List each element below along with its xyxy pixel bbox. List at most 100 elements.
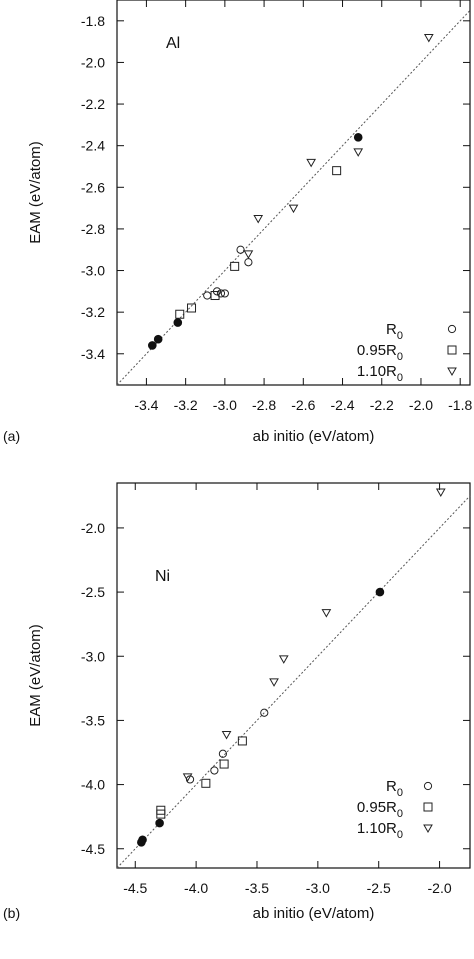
legend-name: 1.10R [357,363,397,380]
legend-name: R [386,778,397,795]
y-tick-label: -4.5 [81,841,105,857]
data-point-filled-circle [375,587,385,597]
data-point-triangle-down [253,215,264,224]
y-tick-label: -2.6 [81,179,105,195]
legend-subscript: 0 [397,351,403,363]
x-tick-label: -3.0 [213,397,237,413]
legend-subscript: 0 [397,808,403,820]
data-point-triangle-down [288,204,299,214]
y-tick-label: -3.4 [81,346,105,362]
data-point-triangle-down [306,158,317,168]
plot-frame [116,482,471,869]
x-tick-label: -4.0 [184,880,208,896]
data-point-circle [244,258,253,267]
data-point-square [201,778,211,788]
data-point-square [237,736,247,746]
reference-line [116,495,471,869]
x-tick-label: -3.0 [306,880,330,896]
panel-a-plot: -3.4 -3.2 -3.0 -2.8 -2.6 -2.4 -2.2 -2.0 -1.8 -3.4… [3,0,472,445]
legend-symbol-square [423,802,433,812]
data-point-circle [260,708,269,717]
data-point-square [156,809,166,819]
reference-line [116,10,471,386]
legend-symbol-circle [447,324,457,334]
data-point-square [187,303,197,313]
legend-name: 0.95R [357,342,397,359]
y-tick-label: -2.5 [81,584,105,600]
legend-symbol-triangle-down [423,824,433,834]
legend-entry: R0 [386,778,403,799]
y-tick-label: -2.0 [81,54,105,70]
legend-entry: 1.10R0 [357,820,403,841]
data-point-filled-circle [173,318,183,327]
x-tick-label: -2.5 [367,880,391,896]
data-point-filled-circle [155,818,164,828]
x-tick-label: -3.4 [134,397,158,413]
data-point-triangle-down [321,609,332,618]
plot-frame [116,0,471,386]
y-axis-label: EAM (eV/atom) [27,141,44,244]
x-tick-label: -1.8 [448,397,472,413]
data-point-square [332,166,342,176]
element-label: Ni [155,568,170,585]
data-point-circle [210,766,219,775]
legend-name: 1.10R [357,820,397,837]
legend-symbol-triangle-down [447,367,457,377]
y-axis-label: EAM (eV/atom) [27,624,44,727]
data-point-circle [218,749,227,758]
data-point-triangle-down [278,655,289,664]
x-tick-label: -2.0 [409,397,433,413]
y-tick-label: -3.2 [81,304,105,320]
data-point-square [210,291,220,301]
panel-b-plot: -4.5 -4.0 -3.5 -3.0 -2.5 -2.0 -4.5 -4.0 -3.5 -3.0… [3,482,471,922]
panel-label: (a) [3,428,20,444]
legend-subscript: 0 [397,330,403,342]
data-point-filled-circle [148,341,157,350]
y-tick-label: -3.5 [81,712,105,728]
x-tick-label: -2.8 [252,397,276,413]
legend-entry: 0.95R0 [357,799,403,820]
y-tick-label: -2.4 [81,138,105,154]
y-tick-label: -3.0 [81,263,105,279]
data-point-triangle-down [353,148,364,157]
x-tick-label: -4.5 [123,880,147,896]
data-point-filled-circle [353,133,363,142]
x-tick-label: -2.6 [291,397,315,413]
legend-entry: 1.10R0 [357,363,403,384]
data-point-filled-circle [153,334,163,344]
data-point-circle [216,289,226,298]
y-tick-label: -1.8 [81,13,105,29]
data-point-circle [236,245,245,254]
element-label: Al [166,35,180,52]
data-point-circle [220,289,229,298]
x-tick-label: -2.4 [330,397,354,413]
x-tick-label: -3.2 [174,397,198,413]
legend-name: R [386,321,397,338]
y-tick-label: -2.8 [81,221,105,237]
data-point-circle [203,291,212,300]
data-point-triangle-down [221,731,232,740]
legend-subscript: 0 [397,787,403,799]
data-point-triangle-down [435,488,446,497]
legend-entry: R0 [386,321,403,342]
legend-symbol-circle [423,781,433,791]
y-tick-label: -2.0 [81,520,105,536]
y-tick-label: -2.2 [81,96,105,112]
legend-entry: 0.95R0 [357,342,403,363]
x-tick-label: -3.5 [245,880,269,896]
data-point-filled-circle [137,838,146,847]
x-axis-label: ab initio (eV/atom) [253,428,375,445]
x-tick-label: -2.0 [428,880,452,896]
data-point-square [175,309,185,319]
data-point-triangle-down [423,33,434,43]
y-tick-label: -4.0 [81,777,105,793]
panel-label: (b) [3,905,20,921]
legend-symbol-square [447,345,457,355]
legend-subscript: 0 [397,829,403,841]
data-point-triangle-down [269,678,279,687]
data-point-triangle-down [243,250,254,259]
x-tick-label: -2.2 [370,397,394,413]
data-point-triangle-down [182,773,193,782]
legend-subscript: 0 [397,372,403,384]
